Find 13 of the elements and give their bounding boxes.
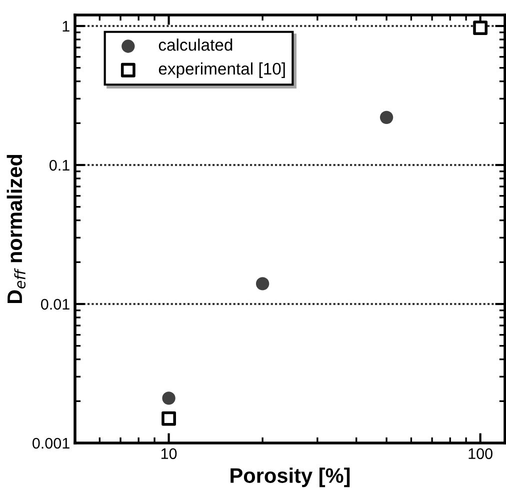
point: [162, 392, 176, 405]
legend-label: experimental [10]: [158, 62, 285, 78]
y-tick-label: 0.001: [32, 438, 70, 449]
y-tick-label: 1: [62, 21, 70, 32]
point: [162, 411, 176, 426]
x-tick-label: 100: [468, 448, 492, 460]
y-tick-label: 0.1: [50, 160, 70, 171]
x-tick-label: 10: [161, 448, 177, 460]
y-axis-title: D$_{eff}$ normalized: [6, 154, 26, 304]
x-axis-title: Porosity [%]: [230, 468, 350, 488]
point: [473, 20, 488, 36]
legend-label: calculated: [158, 38, 232, 51]
y-tick-label: 0.01: [41, 298, 70, 310]
